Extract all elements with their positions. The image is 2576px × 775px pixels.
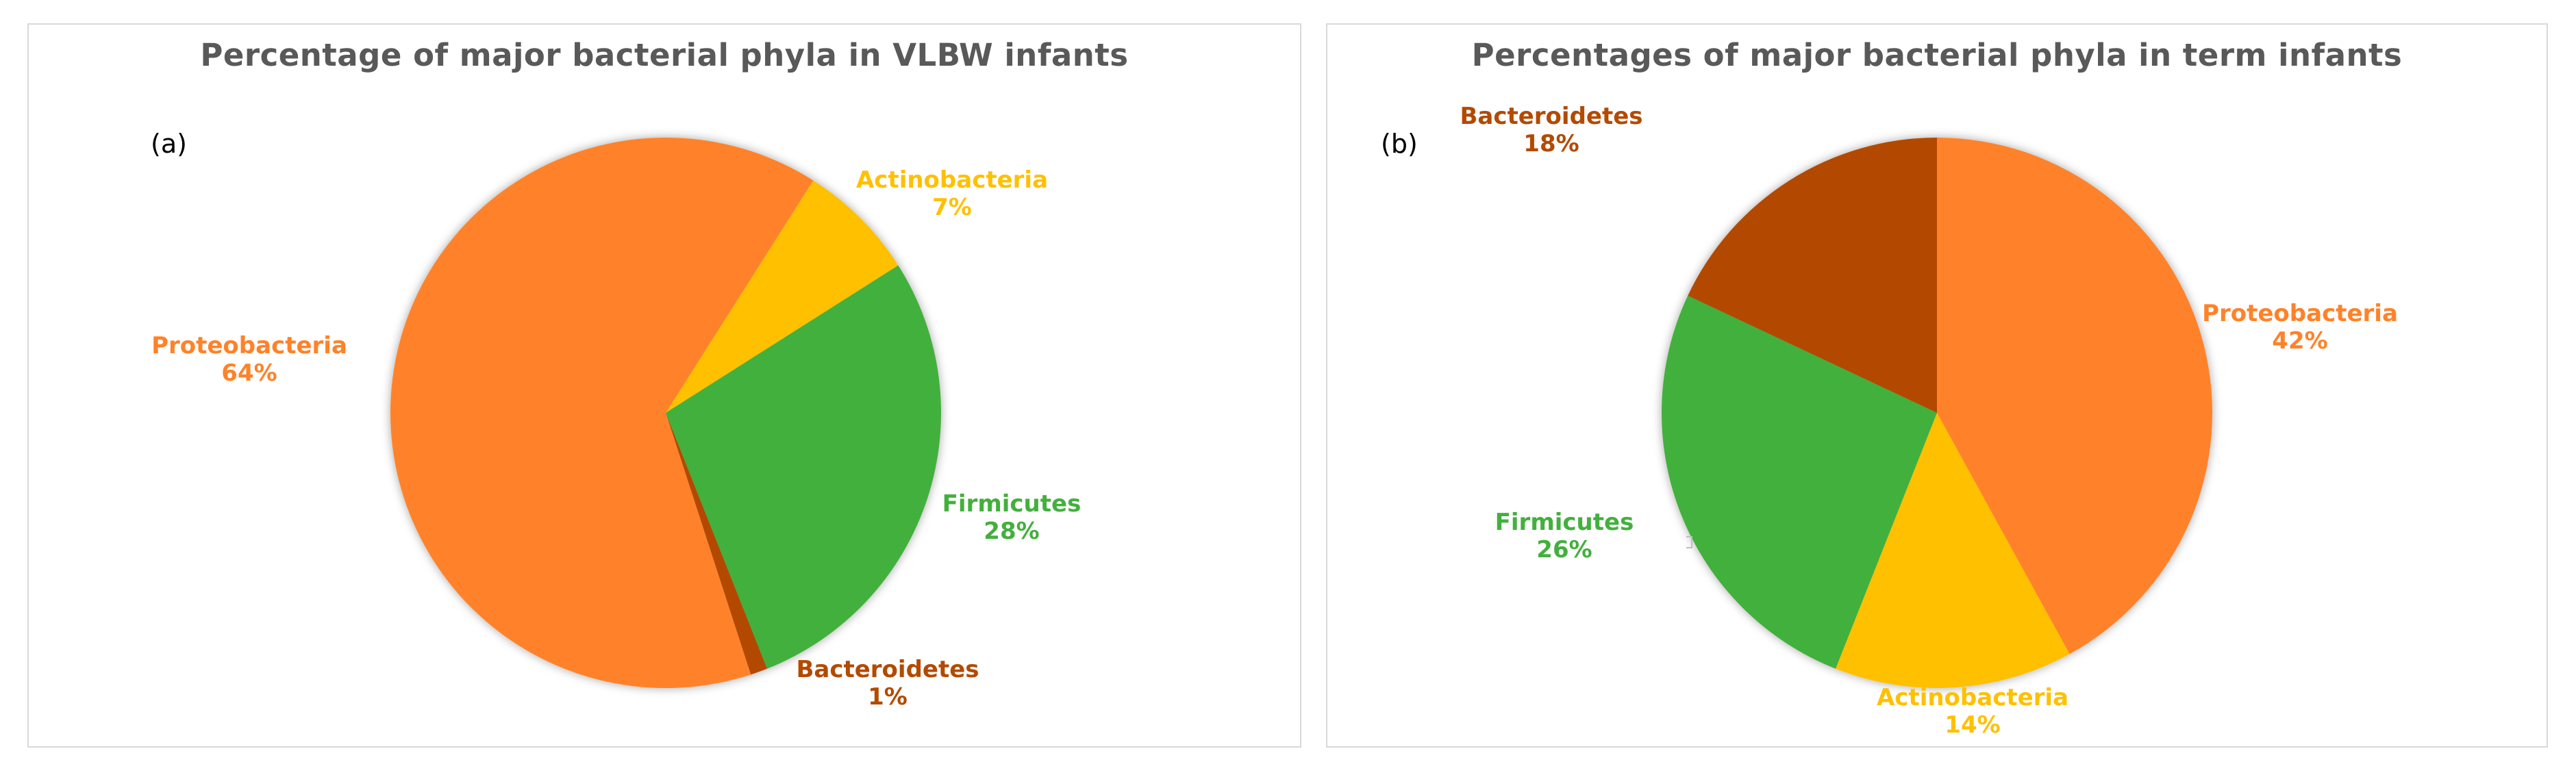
pie-slices-b <box>1662 137 2212 688</box>
data-label-value: 7% <box>932 194 972 221</box>
data-label-value: 28% <box>984 518 1039 545</box>
data-label-value: 18% <box>1523 130 1579 157</box>
slice-firmicutes-b <box>1662 295 1937 669</box>
data-label-category: Actinobacteria <box>856 166 1048 194</box>
panel-label-b: (b) <box>1381 129 1418 159</box>
data-label-category: Actinobacteria <box>1877 684 2068 711</box>
slice-proteobacteria-b <box>1937 138 2212 655</box>
data-label-category: Proteobacteria <box>2202 300 2398 327</box>
slice-actinobacteria-b <box>1836 413 2070 688</box>
data-label-actinobacteria-b: Actinobacteria 14% <box>1877 684 2068 739</box>
slice-proteobacteria-a <box>390 137 814 689</box>
chart-panel-b: Percentages of major bacterial phyla in … <box>1326 23 2548 748</box>
leader-line-firmicutes-b <box>1686 536 1692 548</box>
data-label-value: 42% <box>2272 327 2327 355</box>
data-label-bacteroidetes-b: Bacteroidetes 18% <box>1460 103 1642 157</box>
data-label-category: Bacteroidetes <box>1460 103 1642 130</box>
data-label-firmicutes-a: Firmicutes 28% <box>942 490 1081 545</box>
pie-chart-a: Actinobacteria 7% Firmicutes 28% Bacteroidet… <box>151 137 1081 711</box>
data-label-category: Firmicutes <box>942 490 1081 518</box>
panel-label-a: (a) <box>151 129 187 159</box>
data-label-category: Bacteroidetes <box>796 656 979 683</box>
pie-chart-b: Proteobacteria 42% Actinobacteria 14% Firmic… <box>1460 103 2398 739</box>
chart-panel-a: Percentage of major bacterial phyla in V… <box>27 23 1301 748</box>
pie-slices-a <box>390 137 941 689</box>
data-label-actinobacteria-a: Actinobacteria 7% <box>856 166 1048 221</box>
slice-firmicutes-a <box>666 265 941 669</box>
data-label-value: 1% <box>868 683 908 711</box>
data-label-value: 64% <box>221 359 277 387</box>
data-label-value: 14% <box>1944 711 2000 739</box>
data-label-category: Proteobacteria <box>151 332 347 359</box>
slice-bacteroidetes-a <box>666 413 767 675</box>
data-label-proteobacteria-a: Proteobacteria 64% <box>151 332 347 387</box>
data-label-firmicutes-b: Firmicutes 26% <box>1495 509 1634 563</box>
chart-title-b: Percentages of major bacterial phyla in … <box>1471 37 2403 73</box>
slice-bacteroidetes-b <box>1688 137 1937 414</box>
data-label-proteobacteria-b: Proteobacteria 42% <box>2202 300 2398 355</box>
data-label-bacteroidetes-a: Bacteroidetes 1% <box>796 656 979 711</box>
data-label-value: 26% <box>1536 536 1592 563</box>
data-label-category: Firmicutes <box>1495 509 1634 536</box>
slice-actinobacteria-a <box>666 180 899 413</box>
chart-title-a: Percentage of major bacterial phyla in V… <box>200 37 1129 73</box>
